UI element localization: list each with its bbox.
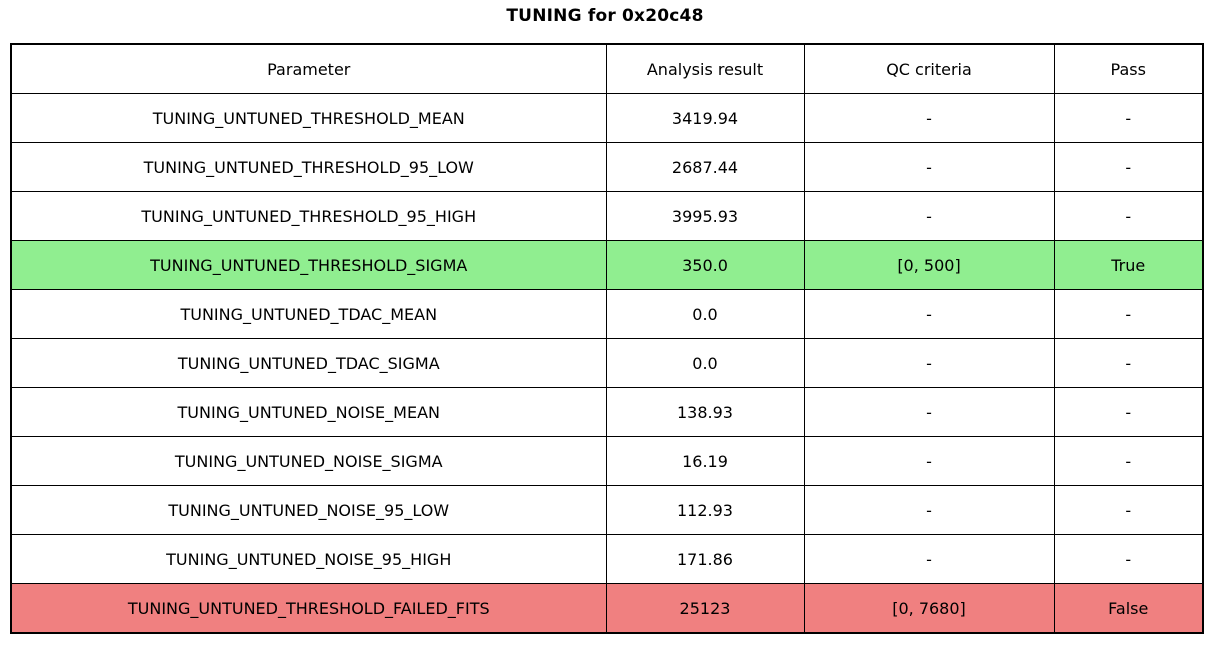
- pass-cell: True: [1053, 240, 1204, 290]
- table-row: TUNING_UNTUNED_NOISE_95_LOW 112.93- -: [10, 485, 1204, 535]
- pass-cell: -: [1053, 534, 1204, 584]
- parameter-cell: TUNING_UNTUNED_THRESHOLD_95_LOW: [10, 142, 607, 192]
- parameter-cell: TUNING_UNTUNED_TDAC_SIGMA: [10, 338, 607, 388]
- analysis-result-cell: 350.0: [605, 240, 805, 290]
- analysis-result-cell: 112.93: [605, 485, 805, 535]
- qc-criteria-cell: -: [803, 436, 1055, 486]
- qc-criteria-cell: -: [803, 338, 1055, 388]
- parameter-cell: TUNING_UNTUNED_NOISE_MEAN: [10, 387, 607, 437]
- pass-cell: False: [1053, 583, 1204, 634]
- table-row: TUNING_UNTUNED_THRESHOLD_95_HIGH 3995.93-…: [10, 191, 1204, 241]
- analysis-result-cell: 16.19: [605, 436, 805, 486]
- table-row: TUNING_UNTUNED_NOISE_95_HIGH 171.86- -: [10, 534, 1204, 584]
- pass-cell: -: [1053, 436, 1204, 486]
- pass-cell: -: [1053, 485, 1204, 535]
- analysis-result-cell: 0.0: [605, 289, 805, 339]
- table-row: TUNING_UNTUNED_NOISE_SIGMA 16.19- -: [10, 436, 1204, 486]
- column-header: Parameter: [10, 43, 607, 94]
- qc-criteria-cell: -: [803, 387, 1055, 437]
- table-row: TUNING_UNTUNED_NOISE_MEAN 138.93- -: [10, 387, 1204, 437]
- pass-cell: -: [1053, 338, 1204, 388]
- qc-criteria-cell: -: [803, 93, 1055, 143]
- parameter-cell: TUNING_UNTUNED_NOISE_95_LOW: [10, 485, 607, 535]
- pass-cell: -: [1053, 289, 1204, 339]
- parameter-cell: TUNING_UNTUNED_THRESHOLD_SIGMA: [10, 240, 607, 290]
- column-header: Analysis result: [605, 43, 805, 94]
- parameter-cell: TUNING_UNTUNED_NOISE_95_HIGH: [10, 534, 607, 584]
- column-header: QC criteria: [803, 43, 1055, 94]
- figure-title: TUNING for 0x20c48: [506, 6, 704, 26]
- qc-criteria-cell: -: [803, 191, 1055, 241]
- analysis-result-cell: 0.0: [605, 338, 805, 388]
- qc-criteria-cell: [0, 500]: [803, 240, 1055, 290]
- table-row: TUNING_UNTUNED_THRESHOLD_SIGMA 350.0 [0, 5…: [10, 240, 1204, 290]
- table-row: TUNING_UNTUNED_THRESHOLD_95_LOW 2687.44- -: [10, 142, 1204, 192]
- parameter-cell: TUNING_UNTUNED_TDAC_MEAN: [10, 289, 607, 339]
- column-header: Pass: [1053, 43, 1204, 94]
- header-row: Parameter Analysis result QC criteria Pass: [10, 43, 1204, 94]
- table-row: TUNING_UNTUNED_THRESHOLD_MEAN 3419.94- -: [10, 93, 1204, 143]
- parameter-cell: TUNING_UNTUNED_THRESHOLD_MEAN: [10, 93, 607, 143]
- parameter-cell: TUNING_UNTUNED_THRESHOLD_95_HIGH: [10, 191, 607, 241]
- analysis-result-cell: 25123: [605, 583, 805, 634]
- qc-criteria-cell: -: [803, 534, 1055, 584]
- analysis-result-cell: 138.93: [605, 387, 805, 437]
- qc-criteria-cell: -: [803, 289, 1055, 339]
- pass-cell: -: [1053, 142, 1204, 192]
- analysis-result-cell: 3995.93: [605, 191, 805, 241]
- pass-cell: -: [1053, 191, 1204, 241]
- analysis-result-cell: 171.86: [605, 534, 805, 584]
- pass-cell: -: [1053, 387, 1204, 437]
- table-body: TUNING_UNTUNED_THRESHOLD_MEAN 3419.94- - TU…: [10, 93, 1204, 634]
- qc-criteria-cell: -: [803, 142, 1055, 192]
- qc-criteria-cell: [0, 7680]: [803, 583, 1055, 634]
- pass-cell: -: [1053, 93, 1204, 143]
- qc-table: Parameter Analysis result QC criteria Pass …: [10, 43, 1204, 634]
- parameter-cell: TUNING_UNTUNED_NOISE_SIGMA: [10, 436, 607, 486]
- qc-criteria-cell: -: [803, 485, 1055, 535]
- table-row: TUNING_UNTUNED_TDAC_SIGMA 0.0- -: [10, 338, 1204, 388]
- analysis-result-cell: 3419.94: [605, 93, 805, 143]
- parameter-cell: TUNING_UNTUNED_THRESHOLD_FAILED_FITS: [10, 583, 607, 634]
- analysis-result-cell: 2687.44: [605, 142, 805, 192]
- table-row: TUNING_UNTUNED_THRESHOLD_FAILED_FITS 2512…: [10, 583, 1204, 634]
- table-row: TUNING_UNTUNED_TDAC_MEAN 0.0- -: [10, 289, 1204, 339]
